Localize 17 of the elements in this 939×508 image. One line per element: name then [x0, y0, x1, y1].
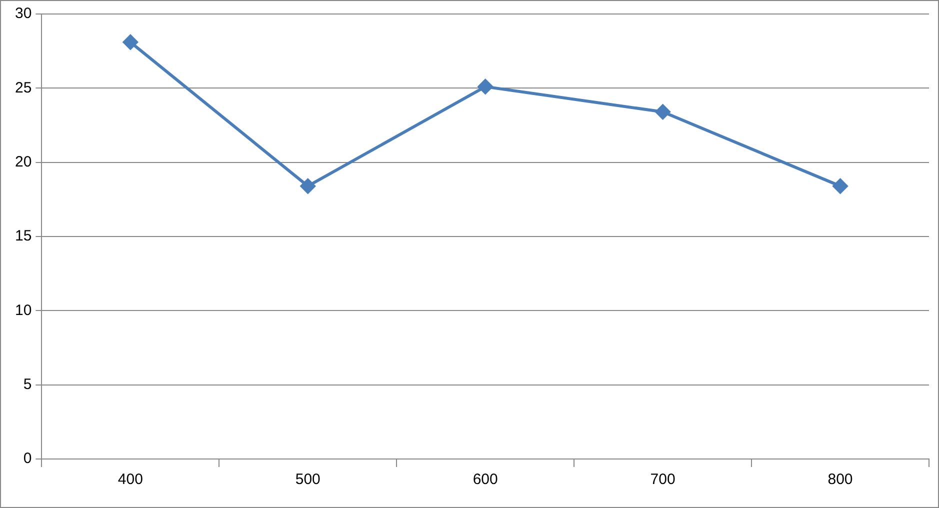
x-tick-label: 400 — [118, 471, 143, 488]
y-tick-label: 5 — [23, 376, 32, 393]
point — [655, 104, 670, 120]
x-tick-label: 600 — [472, 471, 498, 488]
x-tick-label: 700 — [650, 471, 676, 488]
point — [478, 79, 493, 94]
y-tick-label: 25 — [14, 79, 32, 96]
x-tick-label: 500 — [295, 471, 320, 488]
y-tick-label: 20 — [14, 153, 32, 170]
point — [122, 34, 138, 50]
point — [300, 178, 316, 194]
y-tick-label: 15 — [14, 228, 32, 245]
x-tick-label: 800 — [828, 471, 853, 488]
y-tick-label: 0 — [23, 450, 32, 468]
point — [832, 178, 848, 194]
y-tick-label: 30 — [14, 5, 32, 22]
y-tick-label: 10 — [14, 302, 32, 319]
